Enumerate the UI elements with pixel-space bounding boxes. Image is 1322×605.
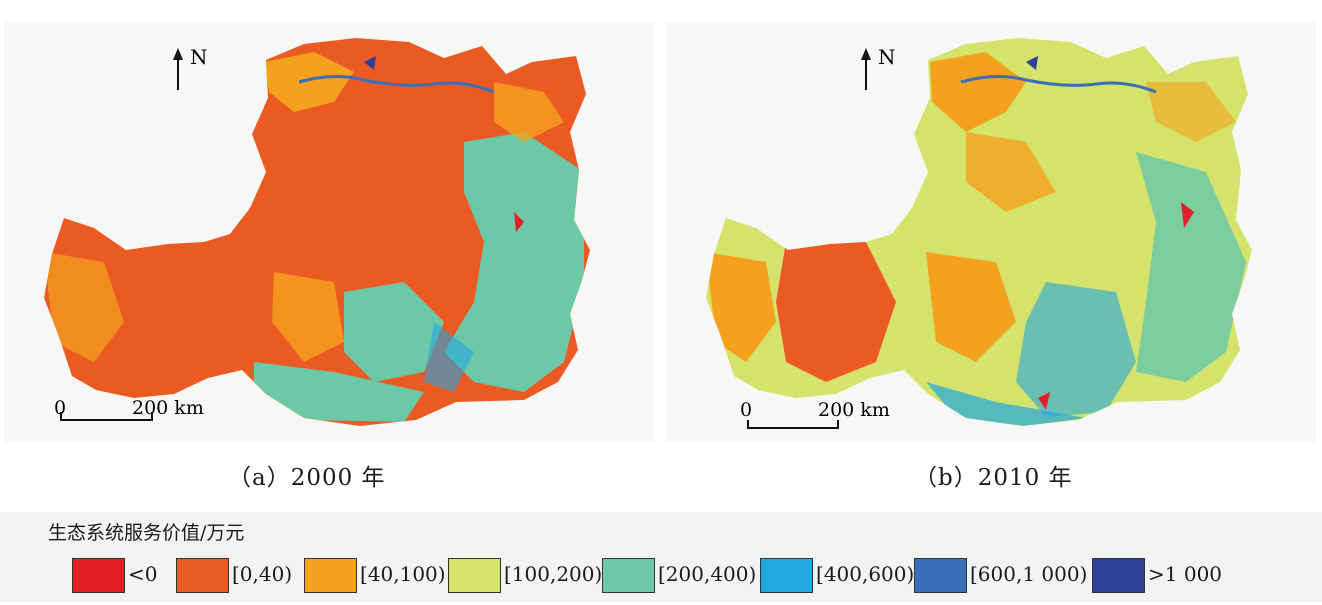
- caption-panel-b: （b）2010 年: [914, 465, 1073, 491]
- legend-label: [600,1 000): [970, 562, 1088, 586]
- region-patch: [424, 322, 474, 392]
- legend-label: >1 000: [1148, 562, 1223, 586]
- region-patch: [1146, 82, 1236, 142]
- legend-swatch: [448, 558, 501, 593]
- legend-label: <0: [128, 562, 158, 586]
- scale-end-label: 200 km: [818, 399, 890, 421]
- region-patch: [1038, 392, 1050, 410]
- region-patch: [264, 52, 354, 112]
- region-patch: [966, 132, 1056, 212]
- legend-label: [40,100): [360, 562, 446, 586]
- river-line: [960, 74, 1157, 94]
- scale-start-label: 0: [740, 399, 752, 421]
- legend-label: [200,400): [658, 562, 757, 586]
- scale-bar: [60, 412, 153, 421]
- region-patch: [1136, 152, 1246, 382]
- map-2000: N 0 200 km: [44, 38, 590, 426]
- region-patch: [1181, 202, 1194, 228]
- river-line: [298, 74, 495, 94]
- region-patch: [44, 252, 124, 362]
- region-patch: [930, 52, 1026, 132]
- region-patch: [344, 282, 444, 382]
- legend-label: [0,40): [232, 562, 293, 586]
- caption-panel-a: （a）2000 年: [228, 465, 386, 491]
- region-patch: [706, 252, 776, 362]
- north-arrowhead-icon: [861, 48, 871, 60]
- region-patch: [1016, 282, 1136, 417]
- north-arrowhead-icon: [173, 48, 183, 60]
- legend-swatch: [602, 558, 655, 593]
- legend-label: [100,200): [504, 562, 603, 586]
- legend-swatch: [72, 558, 125, 593]
- region-patch: [494, 82, 564, 142]
- legend-swatch: [914, 558, 967, 593]
- region-patch: [926, 252, 1016, 362]
- legend-swatch: [176, 558, 229, 593]
- scale-start-label: 0: [54, 397, 66, 419]
- region-patch: [926, 382, 1086, 426]
- north-label: N: [878, 45, 896, 69]
- lake-shape: [1026, 56, 1038, 70]
- region-patch: [514, 212, 524, 232]
- lake-shape: [364, 56, 376, 70]
- region-patch: [444, 132, 584, 392]
- legend-swatch: [304, 558, 357, 593]
- region-patch: [272, 272, 344, 362]
- region-patch: [254, 362, 424, 422]
- legend-swatch: [760, 558, 813, 593]
- region-patch: [776, 242, 896, 382]
- legend-label: [400,600): [816, 562, 915, 586]
- map-2010: N 0 200 km: [706, 38, 1252, 429]
- legend-title: 生态系统服务价值/万元: [48, 522, 245, 544]
- scale-end-label: 200 km: [132, 397, 204, 419]
- north-label: N: [190, 45, 208, 69]
- legend-swatch: [1092, 558, 1145, 593]
- scale-bar: [747, 420, 839, 429]
